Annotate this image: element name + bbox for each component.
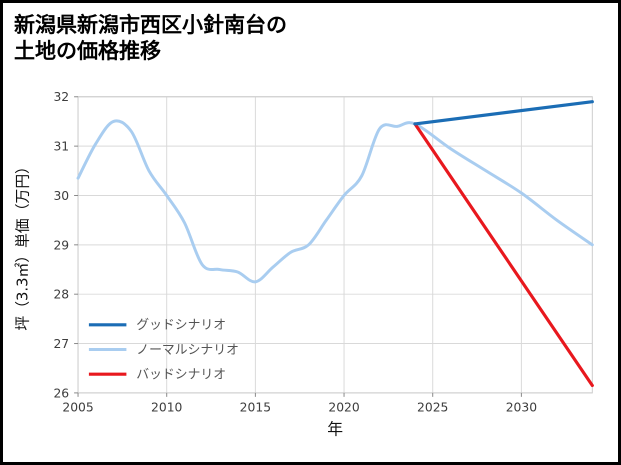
series-line-0 (413, 100, 594, 126)
x-tick-label: 2015 (240, 401, 271, 415)
legend-item: グッドシナリオ (88, 318, 226, 333)
legend-item: ノーマルシナリオ (88, 343, 239, 358)
legend-label: ノーマルシナリオ (136, 343, 239, 358)
x-tick-label: 2020 (328, 401, 360, 415)
y-tick-label: 32 (53, 90, 69, 104)
legend-label: バッドシナリオ (136, 368, 226, 383)
x-tick-label: 2005 (62, 401, 93, 415)
y-tick-label: 26 (53, 386, 69, 400)
series-line-1 (76, 119, 594, 284)
chart-title: 新潟県新潟市西区小針南台の 土地の価格推移 (14, 13, 287, 64)
chart-title-line2: 土地の価格推移 (14, 38, 161, 63)
y-tick-label: 27 (53, 337, 69, 351)
x-tick-label: 2025 (417, 401, 448, 415)
legend-label: グッドシナリオ (136, 318, 226, 333)
line-chart: 2005 2010 2015 2020 2025 2030 26 27 28 29 30 31 32 年 坪… (3, 3, 618, 462)
x-tick-label: 2010 (151, 401, 183, 415)
legend-item: バッドシナリオ (88, 368, 226, 383)
y-tick-label: 28 (53, 288, 69, 302)
series-line-2 (413, 122, 594, 388)
x-axis-label: 年 (327, 419, 343, 438)
y-axis-label: 坪（3.3㎡）単価（万円） (15, 159, 32, 331)
y-tick-label: 29 (53, 238, 69, 252)
x-tick-label: 2030 (506, 401, 538, 415)
y-tick-label: 30 (53, 189, 69, 203)
y-tick-label: 31 (53, 140, 69, 154)
chart-svg: 2005 2010 2015 2020 2025 2030 26 27 28 29 30 31 32 年 坪… (15, 90, 594, 438)
chart-title-line1: 新潟県新潟市西区小針南台の (14, 13, 287, 37)
